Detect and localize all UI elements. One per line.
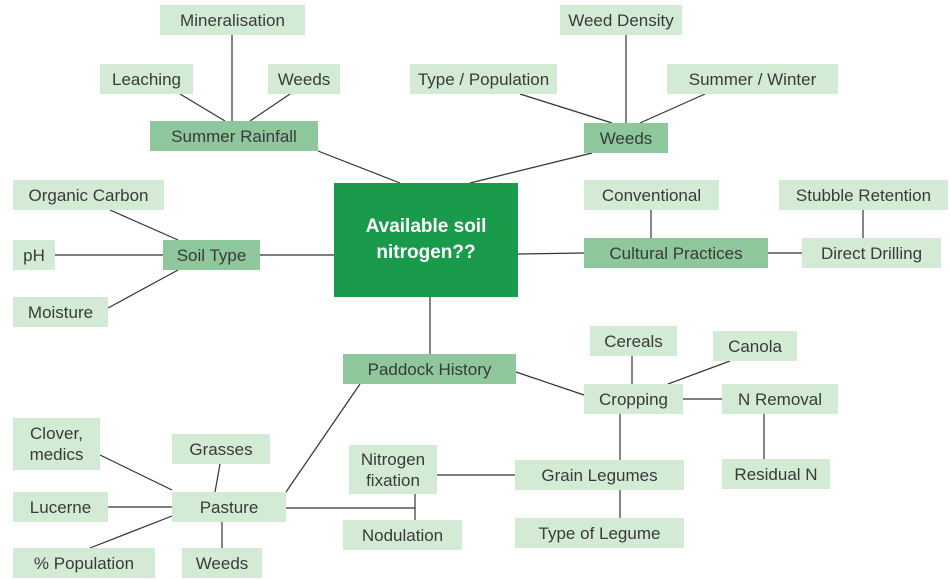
topic-node: Summer / Winter (667, 64, 838, 94)
topic-node: Direct Drilling (802, 238, 941, 268)
topic-node: Weeds (268, 64, 340, 94)
topic-node: Grain Legumes (515, 460, 684, 490)
topic-node: Cropping (584, 384, 683, 414)
topic-node: Conventional (584, 180, 719, 210)
topic-node: N Removal (722, 384, 838, 414)
topic-node: Soil Type (163, 240, 260, 270)
topic-node: Nitrogen fixation (349, 445, 437, 494)
topic-node: Canola (713, 331, 797, 361)
topic-node: Leaching (100, 64, 193, 94)
topic-node: pH (13, 240, 55, 270)
topic-node: Lucerne (13, 492, 108, 522)
topic-node: Paddock History (343, 354, 516, 384)
topic-node: Moisture (13, 297, 108, 327)
topic-node: Clover, medics (13, 418, 100, 470)
topic-node: Pasture (172, 492, 286, 522)
topic-node: Cultural Practices (584, 238, 768, 268)
topic-node: Weed Density (560, 5, 682, 35)
topic-node: Cereals (590, 326, 677, 356)
topic-node: Organic Carbon (13, 180, 164, 210)
topic-node: Residual N (722, 459, 830, 489)
topic-node: Mineralisation (160, 5, 305, 35)
central-node: Available soil nitrogen?? (334, 183, 518, 297)
topic-node: Weeds (182, 548, 262, 578)
topic-node: Stubble Retention (779, 180, 948, 210)
topic-node: Summer Rainfall (150, 121, 318, 151)
topic-node: Weeds (584, 123, 668, 153)
topic-node: Type of Legume (515, 518, 684, 548)
topic-node: % Population (13, 548, 155, 578)
topic-node: Grasses (172, 434, 270, 464)
topic-node: Type / Population (410, 64, 557, 94)
topic-node: Nodulation (343, 520, 462, 550)
